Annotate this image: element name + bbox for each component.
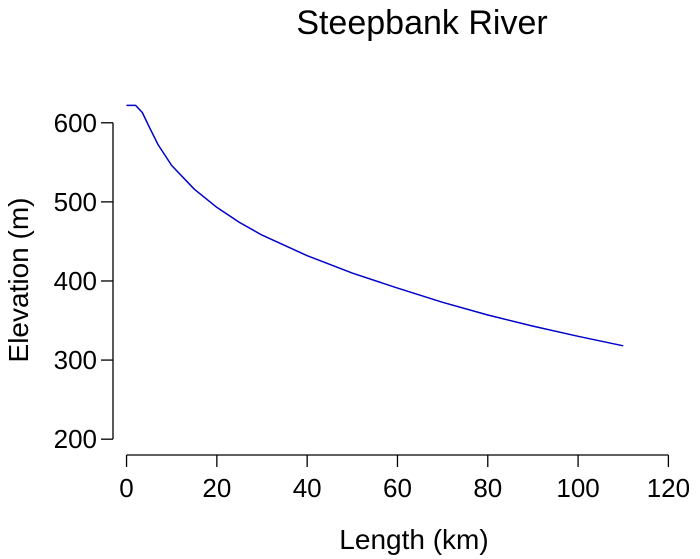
series-line <box>126 104 624 347</box>
y-tick-label: 200 <box>54 424 97 454</box>
y-axis: 200 300 400 500 600 <box>54 108 114 454</box>
x-axis-label: Length (km) <box>339 524 488 555</box>
series-layer <box>126 104 624 347</box>
x-tick-label: 100 <box>556 473 599 503</box>
y-tick-label: 400 <box>54 266 97 296</box>
x-tick-label: 120 <box>647 473 690 503</box>
y-axis-label: Elevation (m) <box>3 198 34 363</box>
chart-title: Steepbank River <box>296 4 547 42</box>
y-tick-label: 600 <box>54 108 97 138</box>
y-tick-label: 300 <box>54 345 97 375</box>
x-tick-label: 40 <box>293 473 322 503</box>
x-tick-label: 60 <box>383 473 412 503</box>
x-axis: 0 20 40 60 80 100 120 <box>119 454 690 503</box>
x-tick-label: 20 <box>202 473 231 503</box>
x-tick-label: 80 <box>473 473 502 503</box>
y-tick-label: 500 <box>54 187 97 217</box>
x-tick-label: 0 <box>119 473 133 503</box>
